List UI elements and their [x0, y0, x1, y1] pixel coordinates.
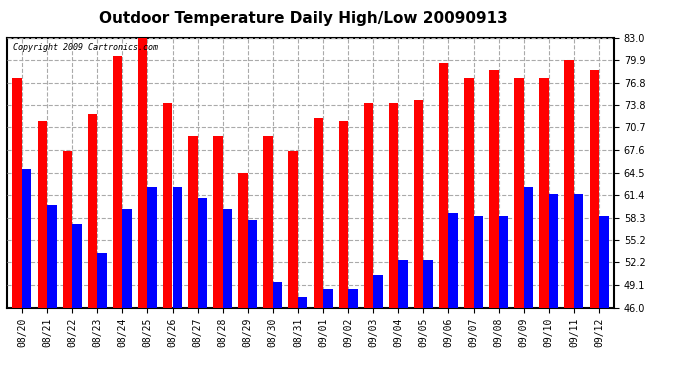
- Bar: [589, 70, 599, 308]
- Bar: [238, 172, 248, 308]
- Bar: [448, 213, 458, 308]
- Bar: [574, 194, 584, 308]
- Bar: [388, 103, 398, 308]
- Bar: [248, 220, 257, 308]
- Text: Copyright 2009 Cartronics.com: Copyright 2009 Cartronics.com: [13, 43, 158, 52]
- Bar: [298, 297, 308, 307]
- Bar: [514, 78, 524, 308]
- Bar: [37, 122, 47, 308]
- Bar: [414, 99, 424, 308]
- Bar: [172, 187, 182, 308]
- Bar: [313, 118, 323, 308]
- Bar: [88, 114, 97, 308]
- Bar: [122, 209, 132, 308]
- Bar: [473, 216, 483, 308]
- Bar: [63, 151, 72, 308]
- Bar: [564, 60, 574, 308]
- Bar: [599, 216, 609, 308]
- Bar: [197, 198, 207, 308]
- Bar: [398, 260, 408, 308]
- Bar: [112, 56, 122, 308]
- Bar: [549, 194, 558, 308]
- Bar: [524, 187, 533, 308]
- Bar: [373, 274, 383, 308]
- Bar: [464, 78, 473, 308]
- Bar: [348, 289, 357, 308]
- Bar: [138, 34, 148, 308]
- Bar: [339, 122, 348, 308]
- Bar: [273, 282, 282, 308]
- Bar: [148, 187, 157, 308]
- Bar: [188, 136, 197, 308]
- Bar: [424, 260, 433, 308]
- Text: Outdoor Temperature Daily High/Low 20090913: Outdoor Temperature Daily High/Low 20090…: [99, 11, 508, 26]
- Bar: [22, 169, 32, 308]
- Bar: [97, 253, 107, 308]
- Bar: [213, 136, 223, 308]
- Bar: [439, 63, 449, 308]
- Bar: [323, 289, 333, 308]
- Bar: [540, 78, 549, 308]
- Bar: [12, 78, 22, 308]
- Bar: [223, 209, 233, 308]
- Bar: [489, 70, 499, 308]
- Bar: [499, 216, 509, 308]
- Bar: [288, 151, 298, 308]
- Bar: [264, 136, 273, 308]
- Bar: [163, 103, 172, 308]
- Bar: [47, 206, 57, 308]
- Bar: [72, 224, 81, 308]
- Bar: [364, 103, 373, 308]
